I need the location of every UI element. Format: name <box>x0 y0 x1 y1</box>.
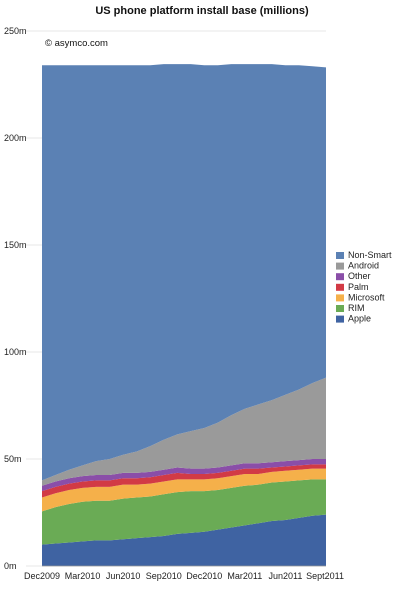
y-tick-label: 150m <box>4 240 27 250</box>
x-tick-label: Sep2010 <box>146 571 182 581</box>
copyright-annotation: © asymco.com <box>45 38 108 49</box>
x-tick-label: Jun2011 <box>268 571 302 581</box>
x-tick-label: Mar2011 <box>227 571 262 581</box>
y-tick-label: 0m <box>4 561 17 571</box>
y-tick-label: 200m <box>4 133 27 143</box>
y-tick-label: 100m <box>4 347 27 357</box>
area-android <box>42 377 326 486</box>
axes: 0m 50m 100m 150m 200m 250m Dec2009 Mar2010 Jun20… <box>4 26 344 581</box>
area-rim <box>42 479 326 545</box>
x-tick-label: Dec2010 <box>186 571 222 581</box>
legend-label: Non-Smart <box>348 250 392 260</box>
y-tick-label: 50m <box>4 454 22 464</box>
legend-swatch <box>336 262 344 270</box>
area-palm <box>42 464 326 498</box>
legend: Non-SmartAndroidOtherPalmMicrosoftRIMApp… <box>336 250 392 324</box>
y-tick-label: 250m <box>4 26 27 36</box>
x-tick-label: Sept2011 <box>306 571 344 581</box>
area-microsoft <box>42 468 326 512</box>
legend-label: Android <box>348 261 379 271</box>
legend-label: Palm <box>348 282 369 292</box>
legend-swatch <box>336 252 344 259</box>
legend-swatch <box>336 315 344 323</box>
legend-swatch <box>336 273 344 281</box>
legend-label: Apple <box>348 314 371 324</box>
chart-title: US phone platform install base (millions… <box>95 5 309 17</box>
legend-label: Microsoft <box>348 292 385 302</box>
x-tick-label: Mar2010 <box>65 571 101 581</box>
area-apple <box>42 514 326 566</box>
legend-swatch <box>336 294 344 302</box>
x-tick-label: Dec2009 <box>24 571 60 581</box>
legend-label: Other <box>348 271 371 281</box>
stacked-areas <box>42 64 326 566</box>
legend-swatch <box>336 283 344 291</box>
legend-swatch <box>336 305 344 312</box>
legend-label: RIM <box>348 303 365 313</box>
area-non-smart <box>42 64 326 481</box>
area-other <box>42 459 326 492</box>
x-tick-label: Jun2010 <box>106 571 141 581</box>
